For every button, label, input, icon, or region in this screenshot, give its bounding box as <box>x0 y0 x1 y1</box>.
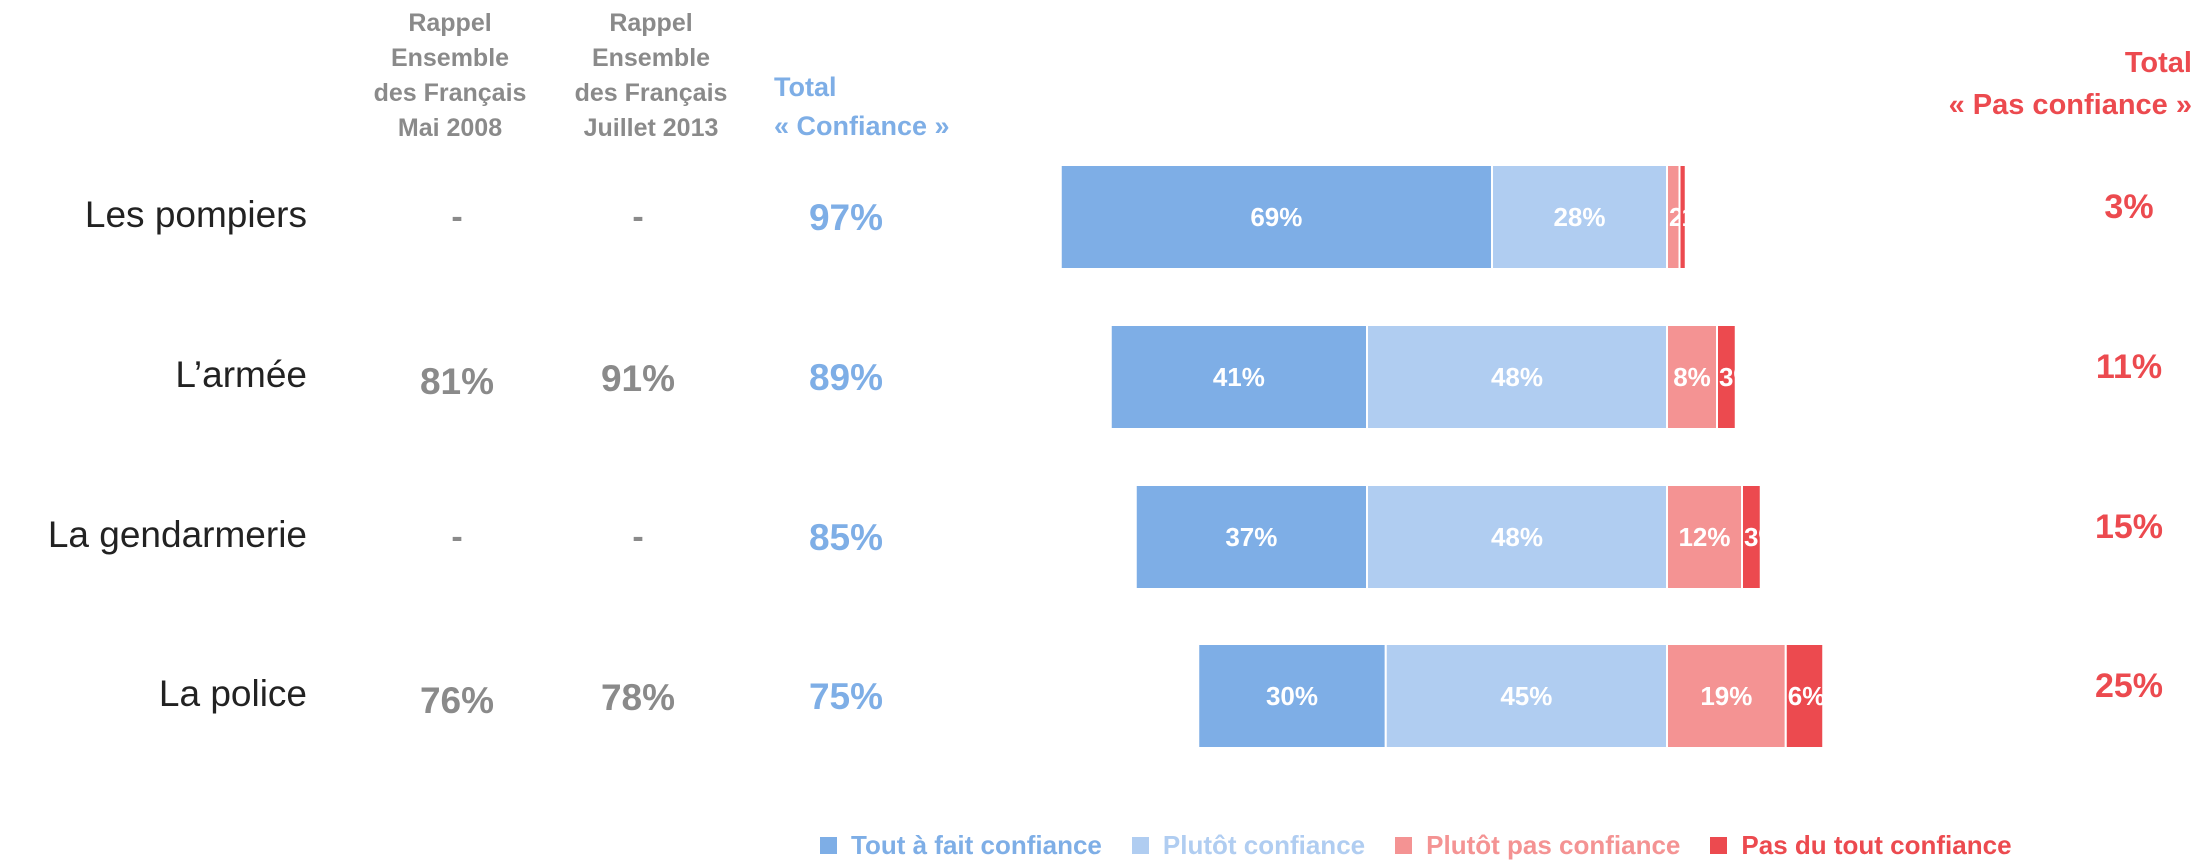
bar-data-label: 30% <box>1266 681 1318 711</box>
category-label: La police <box>158 673 307 714</box>
bar-segment <box>1716 324 1737 430</box>
bar-data-label: 1% <box>1682 202 1720 232</box>
bar-segment <box>1134 484 1368 590</box>
legend-label: Pas du tout confiance <box>1741 830 2012 860</box>
bar-data-label: 41% <box>1213 362 1265 392</box>
legend-item: Tout à fait confiance <box>820 830 1102 861</box>
total-pas-confiance-value: 3% <box>2104 188 2154 226</box>
bar-data-label: 48% <box>1491 362 1543 392</box>
bar-segment <box>1666 484 1743 590</box>
header-total-confiance: Total « Confiance » <box>774 72 950 141</box>
rappel-2008-value: 81% <box>419 361 495 402</box>
bar-data-label: 28% <box>1553 202 1605 232</box>
category-label: La gendarmerie <box>47 514 307 555</box>
bar-data-label: 45% <box>1500 681 1552 711</box>
bar-segment <box>1678 164 1687 270</box>
legend-item: Plutôt pas confiance <box>1395 830 1680 861</box>
total-pas-confiance-value: 11% <box>2095 348 2163 386</box>
chart-legend: Tout à fait confiance Plutôt confiance Plu… <box>820 830 2042 861</box>
legend-item: Plutôt confiance <box>1131 830 1366 861</box>
bar-segment <box>1491 164 1668 270</box>
rappel-2013-value: - <box>632 198 644 236</box>
rappel-2008-value: - <box>451 518 463 556</box>
bar-segment <box>1366 324 1668 430</box>
header-rappel-2013: Rappel Ensemble des Français Juillet 201… <box>574 9 728 142</box>
rappel-2008-value: - <box>451 198 463 236</box>
bar-segment <box>1666 643 1787 749</box>
category-label: Les pompiers <box>84 194 307 235</box>
rappel-2008-value: 76% <box>419 680 495 721</box>
rappel-2013-value: 78% <box>600 677 676 718</box>
bar-data-label: 2% <box>1669 202 1707 232</box>
legend-swatch <box>1395 837 1413 854</box>
total-pas-confiance-value: 25% <box>2094 667 2164 705</box>
legend-label: Tout à fait confiance <box>851 830 1102 860</box>
bar-segment <box>1666 324 1718 430</box>
bar-data-label: 3% <box>1744 522 1782 552</box>
legend-label: Plutôt pas confiance <box>1426 830 1681 860</box>
header-total-pas-confiance: Total « Pas confiance » <box>1948 47 2192 121</box>
bar-data-label: 37% <box>1225 522 1277 552</box>
bar-data-label: 48% <box>1491 522 1543 552</box>
bar-data-label: 8% <box>1673 362 1711 392</box>
bar-data-label: 12% <box>1678 522 1730 552</box>
total-pas-confiance-value: 15% <box>2094 508 2164 546</box>
total-confiance-value: 97% <box>808 197 884 238</box>
bar-data-label: 3% <box>1719 362 1757 392</box>
legend-item: Pas du tout confiance <box>1710 830 2012 861</box>
total-confiance-value: 89% <box>808 357 884 398</box>
header-rappel-2008: Rappel Ensemble des Français Mai 2008 <box>373 9 527 142</box>
rappel-2013-value: 91% <box>600 358 676 399</box>
legend-swatch <box>820 837 837 854</box>
category-label: L’armée <box>175 354 307 395</box>
bar-segment <box>1784 643 1825 749</box>
bar-segment <box>1197 643 1387 749</box>
legend-label: Plutôt confiance <box>1162 830 1366 860</box>
rappel-2013-value: - <box>632 518 644 556</box>
bar-segment <box>1741 484 1762 590</box>
total-confiance-value: 75% <box>808 676 884 717</box>
bar-data-label: 6% <box>1788 681 1826 711</box>
bar-data-label: 19% <box>1700 681 1752 711</box>
legend-swatch <box>1131 837 1149 854</box>
bar-segment <box>1059 164 1493 270</box>
bar-data-label: 69% <box>1250 202 1302 232</box>
legend-swatch <box>1710 837 1728 854</box>
total-confiance-value: 85% <box>808 517 884 558</box>
